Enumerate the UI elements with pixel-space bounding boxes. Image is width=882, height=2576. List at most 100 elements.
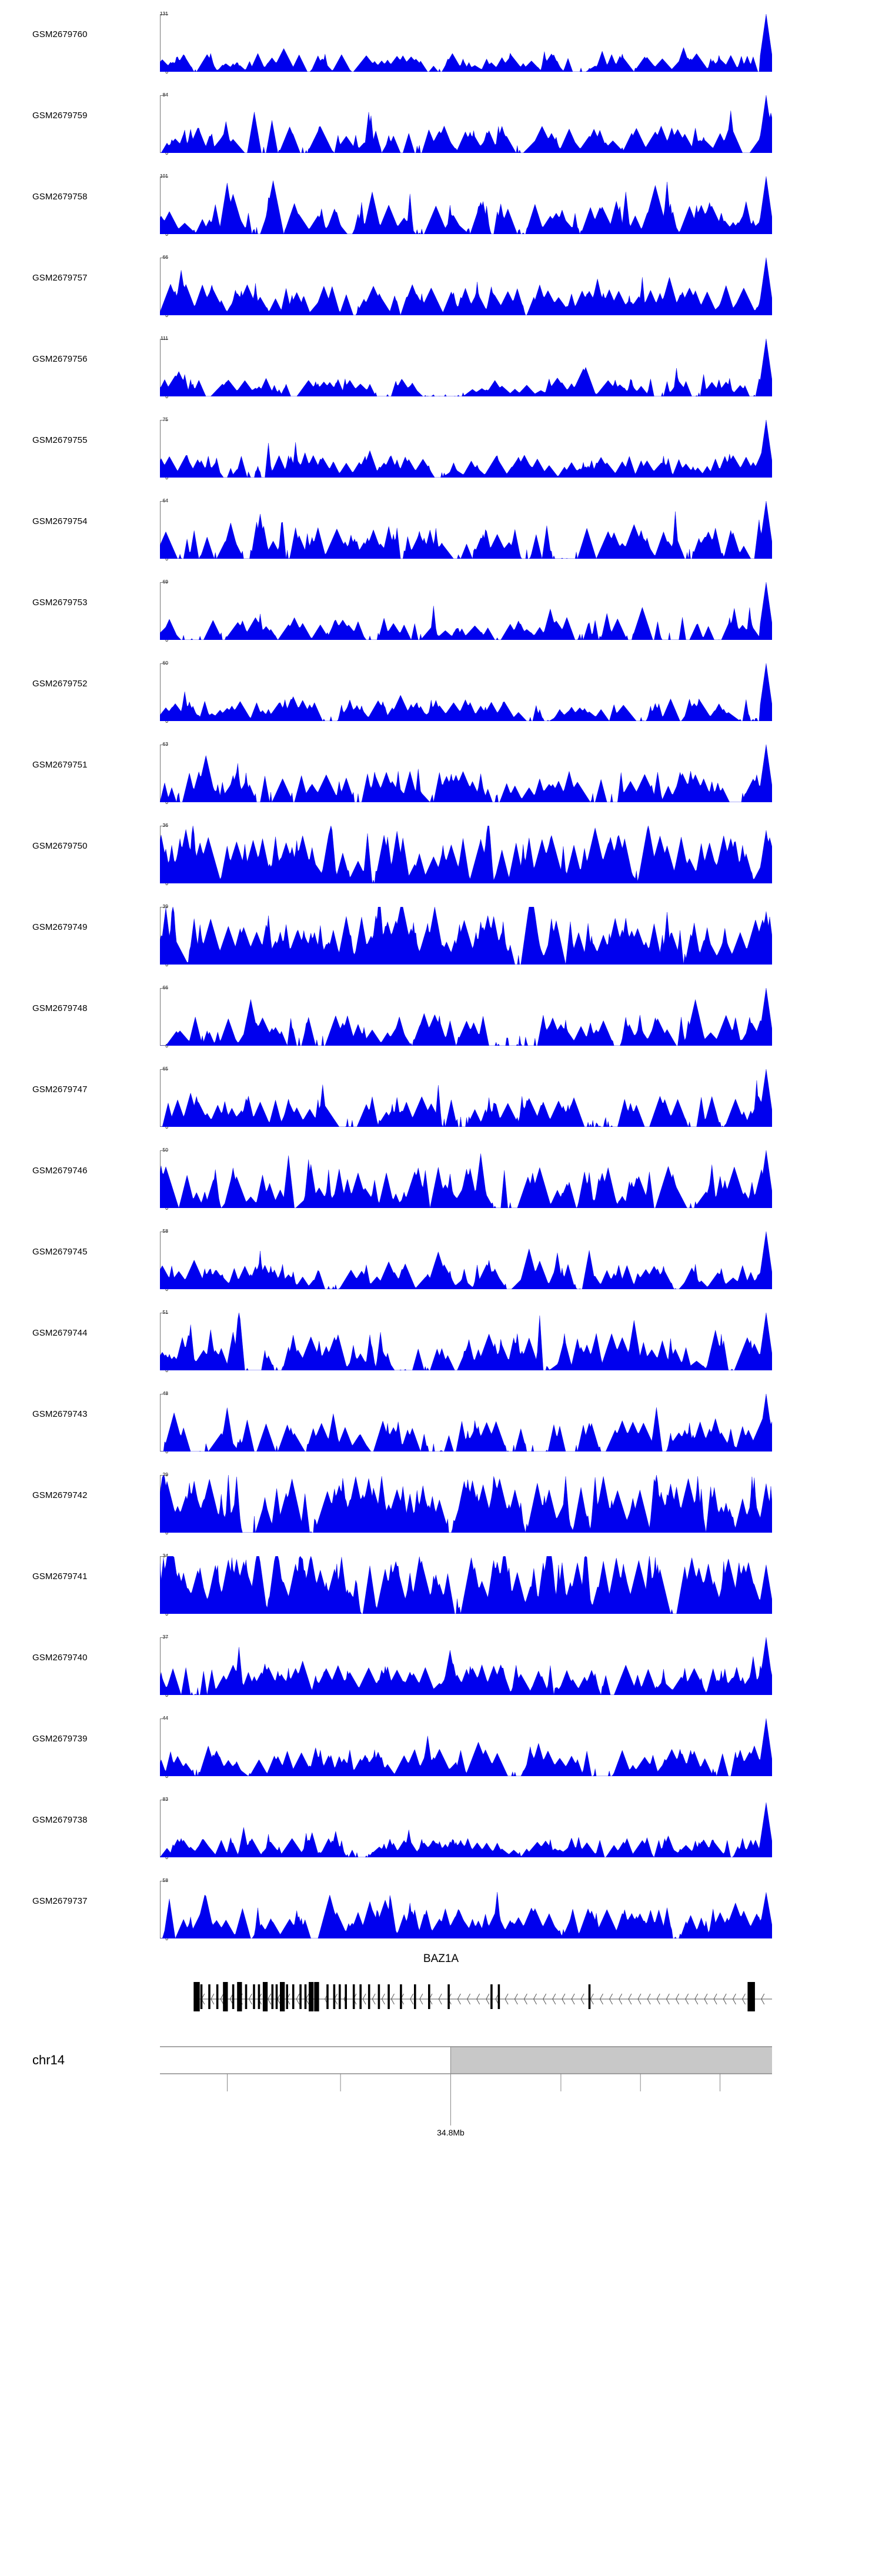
coverage-track[interactable]: GSM2679739 44 0 [0, 1704, 882, 1786]
coverage-plot[interactable] [160, 663, 772, 721]
gene-name-label: BAZ1A [423, 1953, 459, 1965]
coverage-plot[interactable] [160, 826, 772, 883]
coverage-plot[interactable] [160, 745, 772, 802]
coverage-plot[interactable] [160, 1150, 772, 1208]
coverage-plot[interactable] [160, 1637, 772, 1695]
axis-min-value: 0 [165, 1773, 168, 1779]
axis-max-value: 63 [162, 741, 168, 747]
track-label: GSM2679754 [32, 516, 88, 526]
axis-max-value: 39 [162, 903, 168, 909]
coverage-track[interactable]: GSM2679754 64 0 [0, 487, 882, 568]
coverage-plot[interactable] [160, 339, 772, 396]
track-label: GSM2679743 [32, 1409, 88, 1419]
coverage-plot[interactable] [160, 1232, 772, 1289]
coverage-plot[interactable] [160, 1394, 772, 1451]
coverage-plot[interactable] [160, 1881, 772, 1938]
coverage-plot[interactable] [160, 1313, 772, 1370]
axis-min-value: 0 [165, 312, 168, 318]
axis-min-value: 0 [165, 150, 168, 156]
coverage-plot[interactable] [160, 1475, 772, 1533]
track-label: GSM2679750 [32, 841, 88, 851]
gene-model-track-container: BAZ1A [0, 1948, 882, 2036]
track-label: GSM2679757 [32, 273, 88, 283]
coverage-plot[interactable] [160, 1556, 772, 1614]
coverage-plot[interactable] [160, 1069, 772, 1127]
axis-max-value: 83 [162, 1796, 168, 1802]
axis-min-value: 0 [165, 1367, 168, 1373]
coverage-track[interactable]: GSM2679748 66 0 [0, 974, 882, 1055]
axis-min-value: 0 [165, 1692, 168, 1698]
chromosome-ideogram[interactable]: 34.8Mb [160, 2042, 772, 2142]
coverage-track[interactable]: GSM2679750 36 0 [0, 812, 882, 893]
track-y-axis: 66 0 [147, 985, 168, 1049]
track-label: GSM2679753 [32, 598, 88, 608]
axis-max-value: 58 [162, 1877, 168, 1883]
axis-max-value: 36 [162, 822, 168, 828]
chromosome-label: chr14 [32, 2053, 65, 2067]
coverage-plot[interactable] [160, 14, 772, 72]
track-label: GSM2679745 [32, 1247, 88, 1257]
track-label: GSM2679758 [32, 192, 88, 202]
track-label: GSM2679739 [32, 1734, 88, 1744]
axis-max-value: 66 [162, 985, 168, 990]
coverage-track[interactable]: GSM2679738 83 0 [0, 1786, 882, 1867]
coverage-track[interactable]: GSM2679746 50 0 [0, 1136, 882, 1217]
coverage-track[interactable]: GSM2679755 75 0 [0, 406, 882, 487]
coverage-track[interactable]: GSM2679741 34 0 [0, 1542, 882, 1623]
axis-bracket [160, 988, 168, 1046]
coverage-track[interactable]: GSM2679757 66 0 [0, 243, 882, 325]
coverage-plot[interactable] [160, 501, 772, 559]
coverage-track[interactable]: GSM2679752 60 0 [0, 649, 882, 730]
coverage-track[interactable]: GSM2679747 65 0 [0, 1055, 882, 1136]
axis-min-value: 0 [165, 1286, 168, 1292]
axis-min-value: 0 [165, 880, 168, 886]
coverage-plot[interactable] [160, 95, 772, 153]
coverage-track[interactable]: GSM2679737 58 0 [0, 1867, 882, 1948]
coverage-plot[interactable] [160, 907, 772, 965]
coverage-track[interactable]: GSM2679758 101 0 [0, 162, 882, 243]
coverage-plot[interactable] [160, 582, 772, 640]
track-label: GSM2679747 [32, 1085, 88, 1095]
track-label: GSM2679740 [32, 1653, 88, 1663]
coverage-track[interactable]: GSM2679753 69 0 [0, 568, 882, 649]
coverage-plot[interactable] [160, 1719, 772, 1776]
axis-max-value: 29 [162, 1471, 168, 1477]
coverage-track[interactable]: GSM2679742 29 0 [0, 1461, 882, 1542]
axis-min-value: 0 [165, 1611, 168, 1617]
coverage-track[interactable]: GSM2679756 111 0 [0, 325, 882, 406]
coverage-track[interactable]: GSM2679744 51 0 [0, 1299, 882, 1380]
coverage-track[interactable]: GSM2679751 63 0 [0, 730, 882, 812]
coverage-track[interactable]: GSM2679745 58 0 [0, 1217, 882, 1299]
coverage-plot[interactable] [160, 258, 772, 315]
axis-min-value: 0 [165, 1530, 168, 1536]
axis-min-value: 0 [165, 1205, 168, 1211]
axis-max-value: 69 [162, 579, 168, 585]
axis-max-value: 131 [159, 11, 168, 16]
track-label: GSM2679748 [32, 1003, 88, 1013]
axis-max-value: 51 [162, 1309, 168, 1315]
axis-min-value: 0 [165, 962, 168, 967]
axis-max-value: 60 [162, 660, 168, 666]
axis-min-value: 0 [165, 1936, 168, 1941]
axis-max-value: 84 [162, 92, 168, 98]
coverage-plot[interactable] [160, 1800, 772, 1857]
axis-max-value: 111 [161, 335, 168, 341]
ideogram-and-coordinate-axis[interactable]: chr14 34.8Mb [0, 2036, 882, 2148]
coverage-track[interactable]: GSM2679749 39 0 [0, 893, 882, 974]
axis-max-value: 65 [162, 1066, 168, 1072]
coverage-plot[interactable] [160, 176, 772, 234]
gene-structure[interactable] [160, 1971, 772, 2013]
gene-model-track[interactable]: BAZ1A [0, 1948, 882, 2036]
axis-min-value: 0 [165, 1124, 168, 1130]
track-label: GSM2679741 [32, 1571, 88, 1581]
coverage-track[interactable]: GSM2679759 84 0 [0, 81, 882, 162]
axis-min-value: 0 [165, 231, 168, 237]
coverage-track[interactable]: GSM2679740 37 0 [0, 1623, 882, 1704]
coverage-plot[interactable] [160, 988, 772, 1046]
coverage-track[interactable]: GSM2679760 131 0 [0, 0, 882, 81]
track-label: GSM2679755 [32, 435, 88, 445]
axis-min-value: 0 [165, 69, 168, 75]
axis-min-value: 0 [165, 1449, 168, 1454]
coverage-plot[interactable] [160, 420, 772, 478]
coverage-track[interactable]: GSM2679743 48 0 [0, 1380, 882, 1461]
